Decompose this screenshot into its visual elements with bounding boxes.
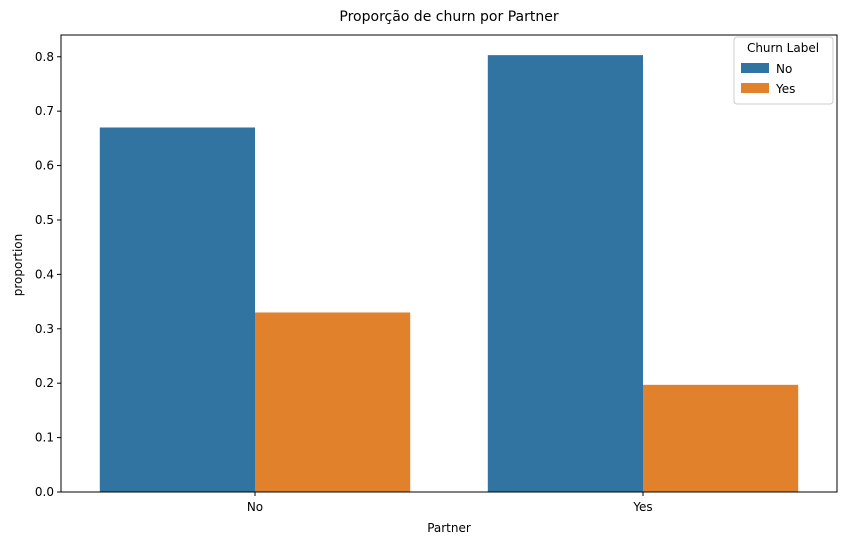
x-tick-label: Yes [632, 500, 652, 514]
legend-label-yes: Yes [775, 82, 795, 96]
legend-title: Churn Label [747, 41, 819, 55]
bar-yes-no [487, 55, 643, 492]
y-tick-label: 0.5 [35, 213, 54, 227]
legend-label-no: No [776, 62, 792, 76]
y-tick-label: 0.8 [35, 50, 54, 64]
x-axis-label: Partner [427, 521, 471, 535]
y-tick-label: 0.4 [35, 267, 54, 281]
y-tick-label: 0.0 [35, 485, 54, 499]
chart-title: Proporção de churn por Partner [339, 9, 558, 25]
y-tick-label: 0.2 [35, 376, 54, 390]
bar-no-no [99, 127, 255, 492]
y-axis-ticks: 0.0 0.1 0.2 0.3 0.4 0.5 0.6 0.7 0.8 [35, 50, 61, 499]
legend-swatch-no [741, 63, 769, 73]
legend: Churn Label No Yes [733, 36, 834, 105]
bar-yes-yes [643, 384, 799, 492]
x-axis-ticks: No Yes [247, 492, 653, 514]
x-tick-label: No [247, 500, 263, 514]
y-tick-label: 0.7 [35, 104, 54, 118]
y-tick-label: 0.3 [35, 322, 54, 336]
y-axis-label: proportion [11, 234, 25, 297]
bar-no-yes [255, 312, 411, 492]
y-tick-label: 0.6 [35, 159, 54, 173]
bars [99, 55, 799, 492]
y-tick-label: 0.1 [35, 431, 54, 445]
legend-entries: No Yes [741, 62, 795, 96]
legend-swatch-yes [741, 83, 769, 93]
plot-frame [60, 34, 838, 493]
